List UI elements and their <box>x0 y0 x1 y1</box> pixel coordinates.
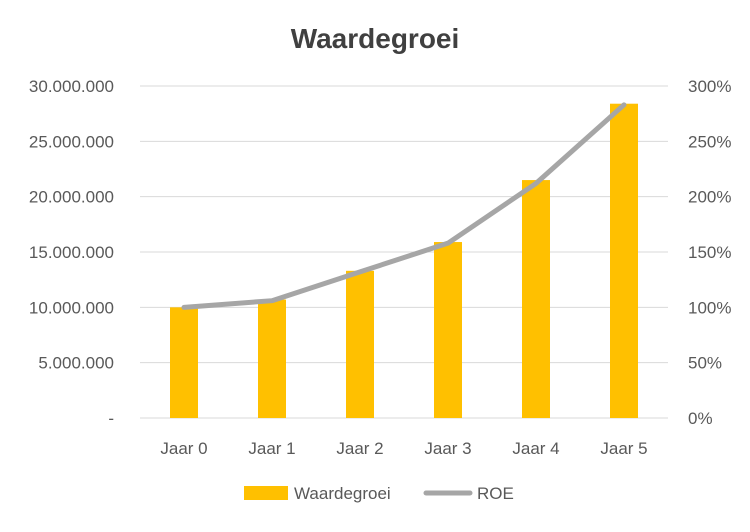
bar-waardegroei <box>258 299 286 418</box>
left-tick-label: 5.000.000 <box>38 354 114 373</box>
bar-waardegroei <box>522 180 550 418</box>
right-tick-label: 100% <box>688 298 731 317</box>
chart-title: Waardegroei <box>291 23 460 54</box>
x-tick-label: Jaar 4 <box>512 439 559 458</box>
right-tick-label: 300% <box>688 77 731 96</box>
left-axis: - 5.000.000 10.000.000 15.000.000 20.000.000… <box>29 77 114 428</box>
x-axis: Jaar 0 Jaar 1 Jaar 2 Jaar 3 Jaar 4 Jaar 5 <box>160 439 647 458</box>
left-tick-label: 15.000.000 <box>29 243 114 262</box>
legend-swatch-waardegroei <box>244 486 288 500</box>
legend-label-waardegroei: Waardegroei <box>294 484 391 503</box>
right-tick-label: 0% <box>688 409 713 428</box>
right-axis: 0% 50% 100% 150% 200% 250% 300% <box>688 77 731 428</box>
line-series <box>181 102 627 310</box>
right-tick-label: 250% <box>688 132 731 151</box>
x-tick-label: Jaar 2 <box>336 439 383 458</box>
left-tick-label: 25.000.000 <box>29 132 114 151</box>
bar-waardegroei <box>610 103 638 418</box>
x-tick-label: Jaar 1 <box>248 439 295 458</box>
x-tick-label: Jaar 3 <box>424 439 471 458</box>
right-tick-label: 200% <box>688 188 731 207</box>
roe-line <box>181 102 627 310</box>
legend: Waardegroei ROE <box>244 484 514 503</box>
x-tick-label: Jaar 0 <box>160 439 207 458</box>
x-tick-label: Jaar 5 <box>600 439 647 458</box>
left-tick-label: 30.000.000 <box>29 77 114 96</box>
bar-series <box>170 103 638 418</box>
left-tick-label: 20.000.000 <box>29 188 114 207</box>
left-tick-label: - <box>108 409 114 428</box>
bar-waardegroei <box>434 242 462 418</box>
bar-waardegroei <box>170 307 198 418</box>
right-tick-label: 50% <box>688 354 722 373</box>
legend-label-roe: ROE <box>477 484 514 503</box>
gridlines <box>140 85 668 419</box>
left-tick-label: 10.000.000 <box>29 298 114 317</box>
bar-waardegroei <box>346 270 374 418</box>
right-tick-label: 150% <box>688 243 731 262</box>
